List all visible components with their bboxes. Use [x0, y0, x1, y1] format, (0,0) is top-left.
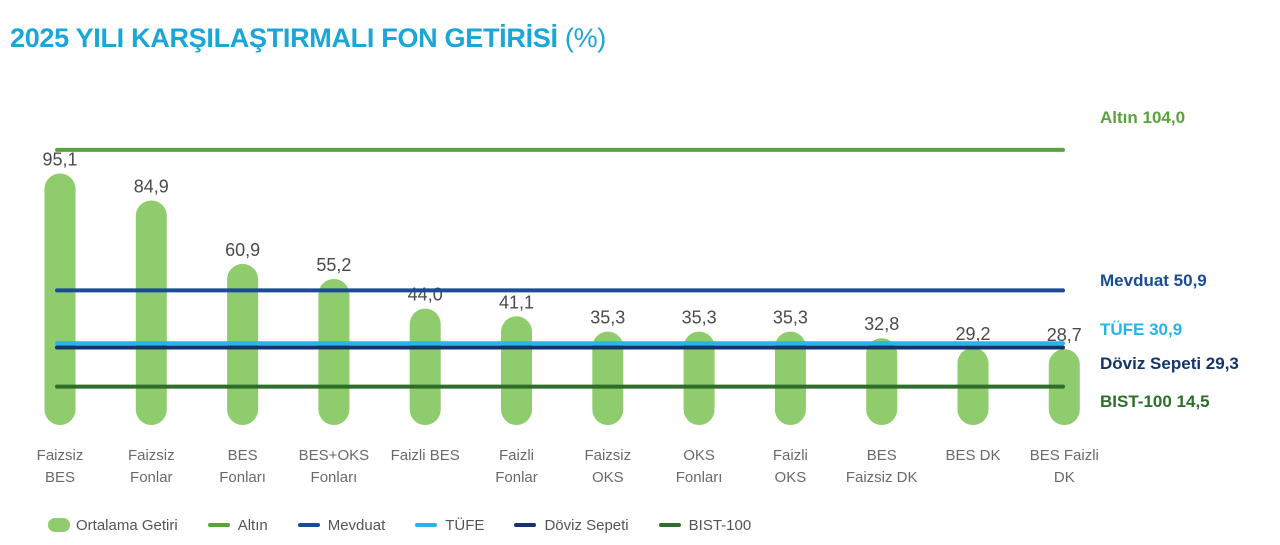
bar-group: 84,9 Faizsiz Fonlar [128, 176, 175, 486]
legend-label-altin: Altın [237, 516, 268, 534]
legend-item-bist-100: BIST-100 [658, 516, 752, 534]
legend-swatch-mevduat [297, 523, 320, 527]
bar-value-label: 60,9 [225, 240, 260, 260]
chart-title-main: 2025 YILI KARŞILAŞTIRMALI FON GETİRİSİ [10, 23, 558, 53]
bar [683, 331, 715, 425]
bar [592, 331, 624, 425]
category-label: BES+OKS Fonları [299, 447, 369, 486]
bar-group: 35,3 Faizli OKS [773, 308, 808, 486]
bar-value-label: 29,2 [955, 324, 990, 344]
bar-value-label: 35,3 [682, 308, 717, 328]
category-label: Faizli OKS [773, 447, 808, 486]
legend-label-ortalama-getiri: Ortalama Getiri [76, 516, 178, 534]
reference-line-label-alt-n: Altın 104,0 [1100, 108, 1185, 127]
chart-title: 2025 YILI KARŞILAŞTIRMALI FON GETİRİSİ (… [10, 18, 606, 58]
legend-label-tufe: TÜFE [445, 516, 485, 534]
bar-group: 95,1 Faizsiz BES [37, 149, 84, 486]
bar-value-label: 28,7 [1047, 325, 1082, 345]
legend-label-doviz-sepeti: Döviz Sepeti [544, 516, 629, 534]
category-label: OKS Fonları [676, 447, 723, 486]
category-label: BES Faizli DK [1030, 447, 1099, 486]
category-label: BES Fonları [219, 447, 266, 486]
category-label: Faizli BES [391, 447, 460, 464]
reference-line-label-d-viz-sepeti: Döviz Sepeti 29,3 [1100, 354, 1239, 373]
chart-title-unit: (%) [564, 23, 606, 53]
category-label: BES DK [945, 447, 1000, 464]
bar-group: 41,1 Faizli Fonlar [495, 292, 538, 486]
legend-item-altin: Altın [207, 516, 268, 534]
bar [44, 173, 76, 425]
legend-item-doviz-sepeti: Döviz Sepeti [514, 516, 629, 534]
bar-value-label: 32,8 [864, 314, 899, 334]
bar-group: 35,3 Faizsiz OKS [584, 308, 631, 486]
legend-label-bist-100: BIST-100 [688, 516, 752, 534]
legend-item-tufe: TÜFE [415, 517, 484, 534]
category-label: Faizsiz Fonlar [128, 447, 175, 486]
bar [409, 308, 441, 425]
legend-swatch-altin [207, 523, 230, 527]
bar-group: 44,0 Faizli BES [391, 285, 460, 464]
category-label: Faizsiz BES [37, 447, 84, 486]
reference-line-label-mevduat: Mevduat 50,9 [1100, 271, 1207, 290]
bar-value-label: 84,9 [134, 176, 169, 196]
bar-value-label: 44,0 [408, 285, 443, 305]
reference-line-label-t-fe: TÜFE 30,9 [1100, 320, 1182, 339]
chart-legend: Ortalama Getiri Altın Mevduat TÜFE Döviz… [48, 514, 781, 536]
legend-swatch-bist-100 [658, 523, 681, 527]
legend-item-ortalama-getiri: Ortalama Getiri [48, 517, 178, 534]
bar [774, 331, 806, 425]
bar [318, 278, 350, 425]
bar-value-label: 55,2 [316, 255, 351, 275]
reference-line-label-bist-100: BIST-100 14,5 [1100, 392, 1210, 411]
bar [501, 316, 532, 425]
category-label: BES Faizsiz DK [846, 447, 918, 486]
legend-swatch-tufe [415, 523, 438, 527]
bar-value-label: 35,3 [590, 308, 625, 328]
bar-group: 35,3 OKS Fonları [676, 308, 723, 486]
bar [135, 200, 167, 425]
category-label: Faizli Fonlar [495, 447, 538, 486]
bar [866, 338, 898, 425]
legend-item-mevduat: Mevduat [297, 516, 386, 534]
legend-swatch-doviz-sepeti [514, 523, 537, 527]
legend-label-mevduat: Mevduat [327, 516, 386, 534]
bar-value-label: 41,1 [499, 292, 534, 312]
legend-swatch-bar [48, 518, 70, 532]
bar-group: 60,9 BES Fonları [219, 240, 266, 486]
category-label: Faizsiz OKS [584, 447, 631, 486]
bar-group: 32,8 BES Faizsiz DK [846, 314, 918, 486]
bar-value-label: 95,1 [42, 149, 77, 169]
bar-value-label: 35,3 [773, 308, 808, 328]
